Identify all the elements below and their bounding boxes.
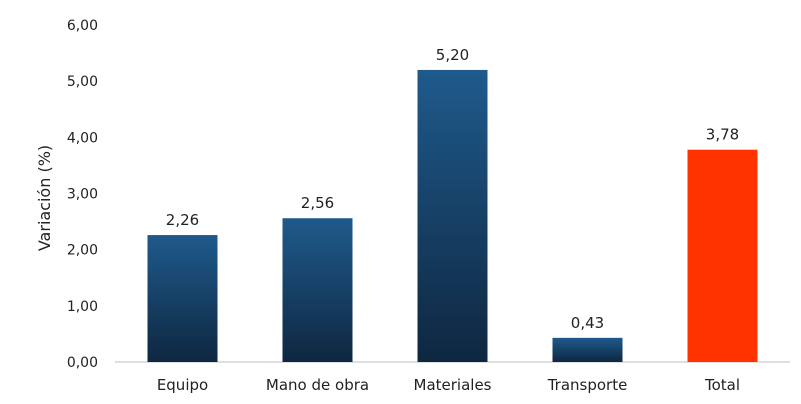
bar-transporte — [552, 337, 623, 362]
data-label: 5,20 — [436, 46, 469, 64]
x-axis-labels: Equipo Mano de obra Materiales Transporte To… — [157, 376, 740, 394]
x-tick-label: Mano de obra — [266, 376, 369, 394]
data-label: 2,26 — [166, 211, 199, 229]
y-tick-label: 5,00 — [67, 74, 98, 90]
bar-total — [687, 149, 758, 362]
y-tick-label: 0,00 — [67, 355, 98, 371]
x-tick-label: Total — [704, 376, 740, 394]
data-labels: 2,26 2,56 5,20 0,43 3,78 — [166, 46, 739, 332]
y-axis-label: Variación (%) — [35, 145, 54, 251]
y-tick-label: 3,00 — [67, 187, 98, 203]
y-tick-label: 1,00 — [67, 299, 98, 315]
x-tick-label: Transporte — [547, 376, 628, 394]
x-tick-label: Equipo — [157, 376, 208, 394]
bar-materiales — [417, 69, 488, 362]
y-axis-ticks: 0,00 1,00 2,00 3,00 4,00 5,00 6,00 — [67, 18, 98, 371]
bars — [147, 69, 758, 362]
data-label: 3,78 — [706, 126, 739, 144]
y-tick-label: 4,00 — [67, 130, 98, 146]
bar-equipo — [147, 235, 218, 362]
x-tick-label: Materiales — [414, 376, 492, 394]
data-label: 0,43 — [571, 314, 604, 332]
y-tick-label: 6,00 — [67, 18, 98, 34]
y-tick-label: 2,00 — [67, 243, 98, 259]
data-label: 2,56 — [301, 194, 334, 212]
bar-mano-de-obra — [282, 218, 353, 362]
